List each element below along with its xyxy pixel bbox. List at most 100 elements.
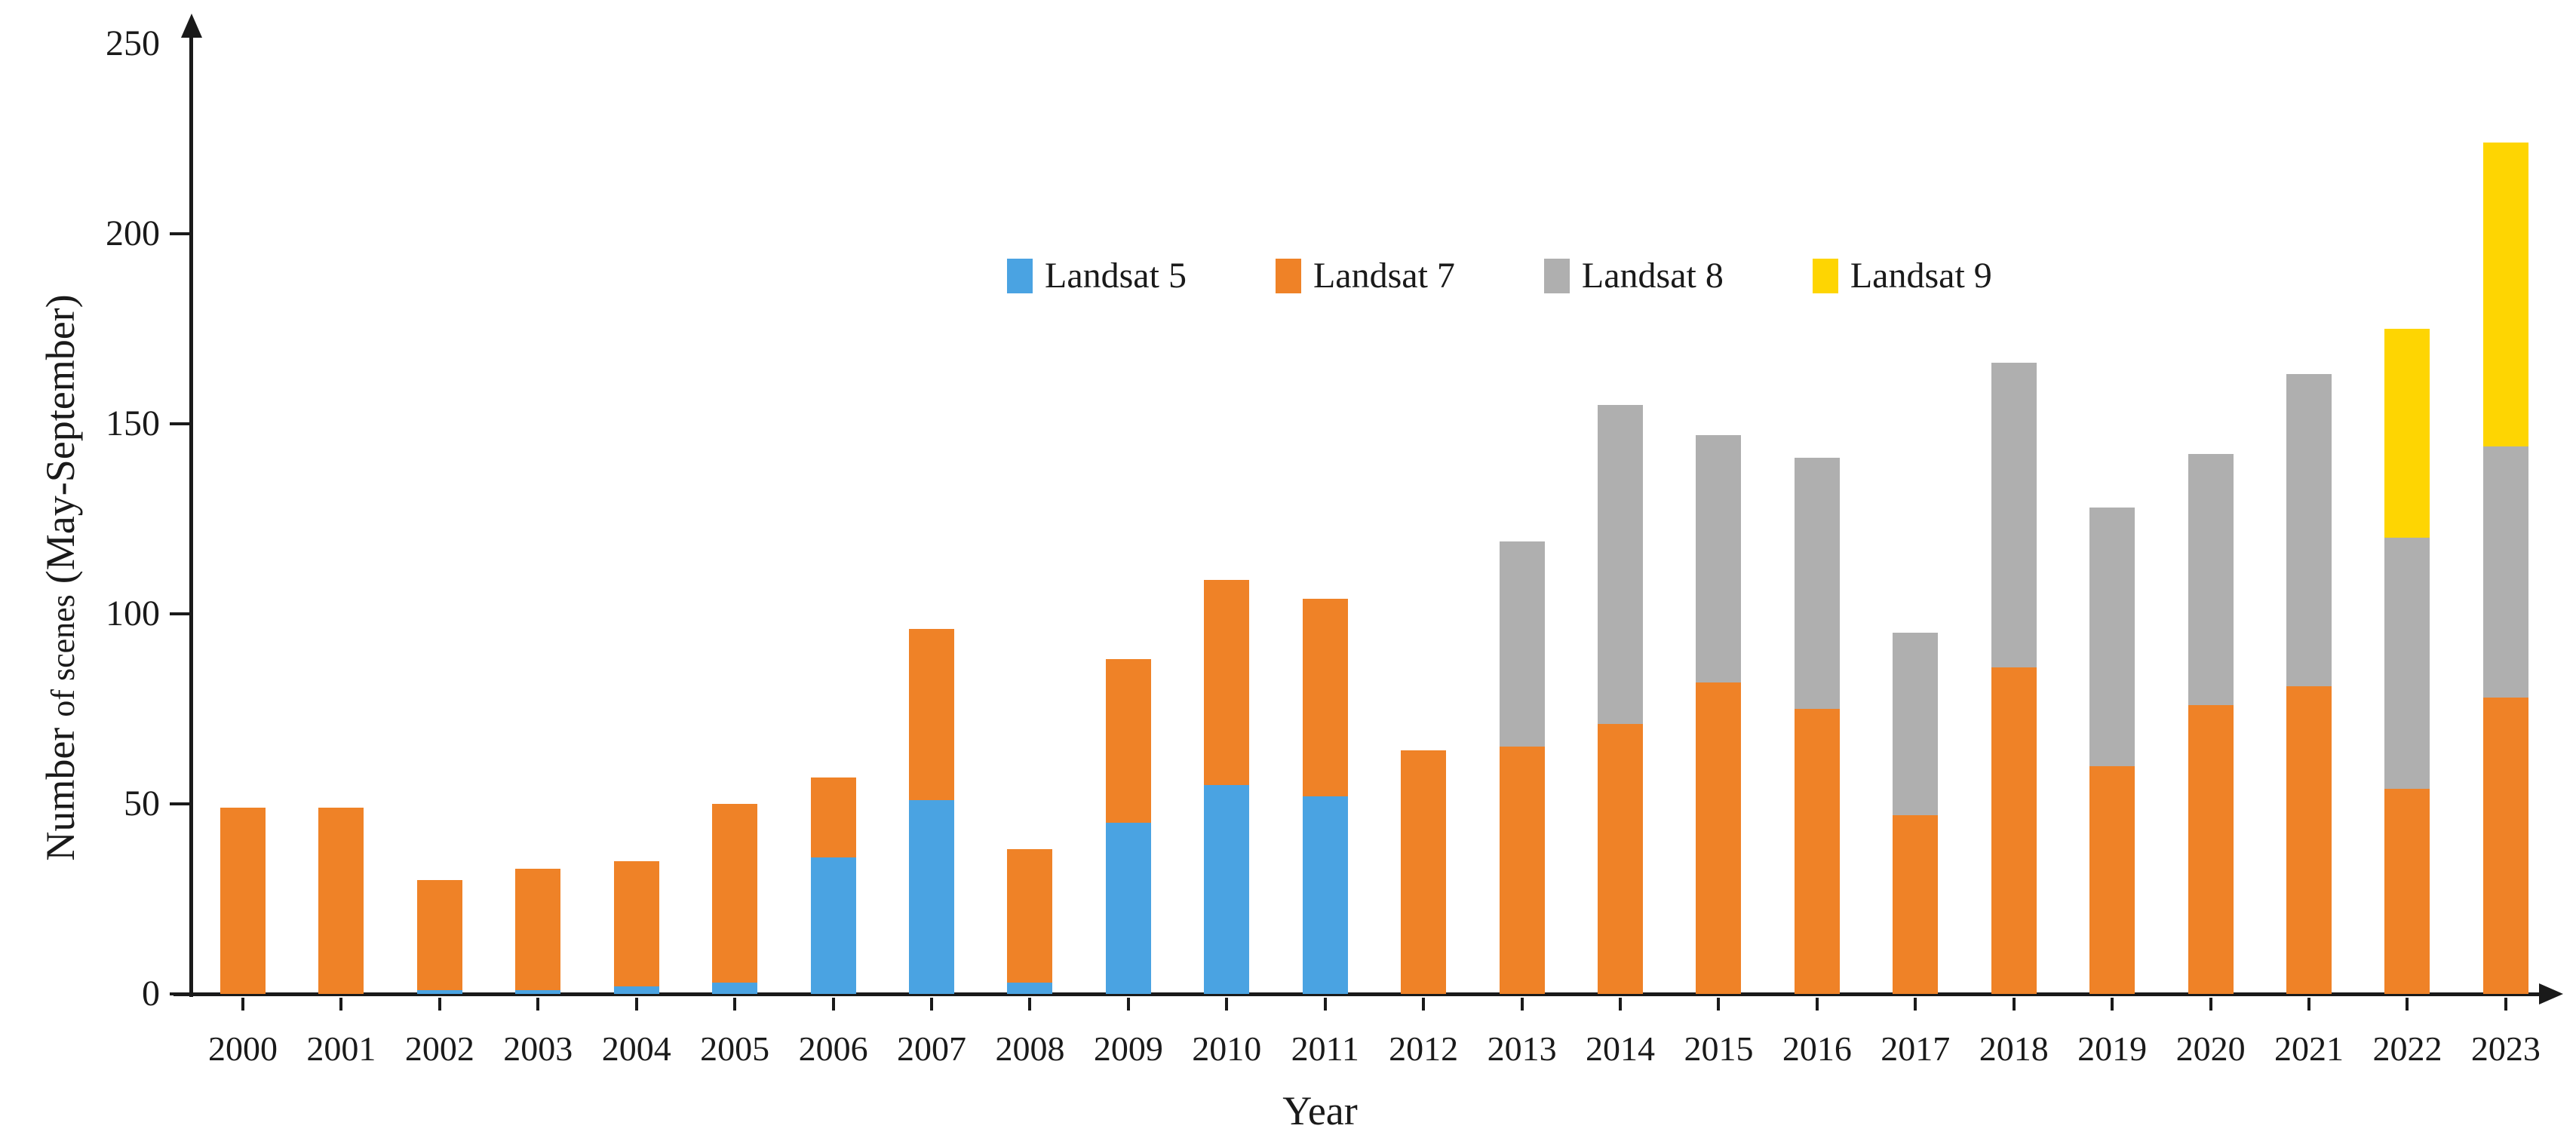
legend-swatch-landsat-8 [1543,258,1570,293]
bar-2021-landsat-8 [2286,374,2332,686]
x-tick-2015 [1717,998,1721,1011]
bar-2023-landsat-9 [2482,143,2528,447]
x-tick-label-2003: 2003 [503,1029,573,1068]
bar-2005-landsat-7 [712,804,758,983]
y-axis-title-small: of scenes [45,594,81,717]
x-tick-label-2011: 2011 [1291,1029,1359,1068]
x-tick-2020 [2209,998,2212,1011]
bar-2012-landsat-7 [1401,750,1447,994]
legend-label-landsat-8: Landsat 8 [1581,256,1724,296]
y-axis-arrow-icon [181,14,202,38]
x-tick-2002 [438,998,441,1011]
x-tick-2008 [1028,998,1032,1011]
x-tick-2018 [2012,998,2016,1011]
x-tick-label-2020: 2020 [2175,1029,2246,1068]
x-axis-label: Year [1282,1088,1358,1133]
legend-swatch-landsat-5 [1007,258,1033,293]
bar-2022-landsat-9 [2384,329,2430,538]
x-tick-2017 [1914,998,1917,1011]
x-tick-label-2001: 2001 [306,1029,376,1068]
y-axis-title-pre: Number [38,727,83,861]
y-tick-150 [170,422,189,425]
bar-2022-landsat-7 [2384,788,2430,994]
bar-2016-landsat-8 [1794,458,1840,709]
x-tick-label-2009: 2009 [1093,1029,1163,1068]
x-tick-label-2004: 2004 [601,1029,671,1068]
y-tick-label-250: 250 [106,23,160,63]
x-tick-label-2015: 2015 [1684,1029,1754,1068]
x-tick-label-2018: 2018 [1979,1029,2049,1068]
y-axis-title-post: (May-September) [38,294,83,584]
legend-label-landsat-9: Landsat 9 [1850,256,1992,296]
bar-2011-landsat-5 [1302,796,1348,994]
y-axis-title: Number of scenes (May-September) [37,95,84,1060]
x-tick-2006 [831,998,835,1011]
bar-2008-landsat-5 [1007,982,1053,994]
x-tick-2016 [1815,998,1819,1011]
bar-2004-landsat-7 [613,860,659,986]
bar-2016-landsat-7 [1794,709,1840,994]
bar-2017-landsat-7 [1893,815,1939,994]
x-tick-2011 [1323,998,1327,1011]
bar-2019-landsat-7 [2089,765,2135,994]
legend-item-landsat-5: Landsat 5 [1007,255,1187,296]
y-tick-100 [170,612,189,615]
bar-2009-landsat-5 [1105,823,1151,994]
legend-item-landsat-7: Landsat 7 [1275,255,1455,296]
bar-2019-landsat-8 [2089,507,2135,766]
y-tick-200 [170,232,189,235]
bar-2006-landsat-5 [810,857,856,994]
x-tick-label-2023: 2023 [2470,1029,2541,1068]
x-tick-label-2010: 2010 [1192,1029,1262,1068]
x-tick-2001 [339,998,343,1011]
x-tick-label-2022: 2022 [2372,1029,2442,1068]
bar-2002-landsat-5 [416,989,462,994]
bar-2015-landsat-7 [1696,682,1742,994]
x-tick-2014 [1619,998,1623,1011]
x-tick-label-2021: 2021 [2274,1029,2344,1068]
y-tick-label-50: 50 [124,784,160,823]
x-tick-label-2016: 2016 [1782,1029,1852,1068]
x-tick-2012 [1422,998,1426,1011]
x-tick-label-2013: 2013 [1487,1029,1557,1068]
x-tick-label-2007: 2007 [897,1029,966,1068]
x-tick-2000 [241,998,244,1011]
legend-label-landsat-7: Landsat 7 [1313,256,1455,296]
x-tick-label-2006: 2006 [798,1029,868,1068]
x-tick-2010 [1225,998,1229,1011]
x-tick-2022 [2406,998,2409,1011]
x-tick-label-2019: 2019 [2077,1029,2148,1068]
x-tick-label-2012: 2012 [1389,1029,1459,1068]
bar-2014-landsat-8 [1598,404,1644,725]
bar-2017-landsat-8 [1893,633,1939,816]
bar-2020-landsat-8 [2188,454,2234,705]
legend-swatch-landsat-7 [1275,258,1301,293]
bar-2020-landsat-7 [2188,704,2234,994]
bar-2008-landsat-7 [1007,849,1053,983]
x-axis-arrow-icon [2539,983,2563,1004]
legend-label-landsat-5: Landsat 5 [1045,256,1187,296]
bar-2003-landsat-5 [515,989,561,994]
legend: Landsat 5 Landsat 7 Landsat 8 Landsat 9 [1007,255,1992,296]
y-axis-line [189,35,193,997]
x-tick-2009 [1126,998,1130,1011]
bar-2023-landsat-8 [2482,446,2528,698]
x-axis-line [173,992,2542,996]
bar-2022-landsat-8 [2384,538,2430,789]
x-tick-2004 [634,998,638,1011]
y-tick-label-0: 0 [142,974,160,1014]
y-tick-0 [170,992,189,995]
x-tick-2021 [2307,998,2311,1011]
bar-2004-landsat-5 [613,986,659,994]
bar-2011-landsat-7 [1302,598,1348,796]
x-tick-label-2005: 2005 [700,1029,770,1068]
x-tick-2005 [733,998,737,1011]
x-tick-label-2008: 2008 [995,1029,1065,1068]
bar-2018-landsat-8 [1991,363,2037,667]
legend-item-landsat-8: Landsat 8 [1543,255,1724,296]
bar-2023-landsat-7 [2482,697,2528,994]
x-tick-label-2002: 2002 [404,1029,474,1068]
x-tick-2007 [930,998,933,1011]
y-tick-label-150: 150 [106,403,160,443]
bar-2013-landsat-7 [1499,747,1545,994]
